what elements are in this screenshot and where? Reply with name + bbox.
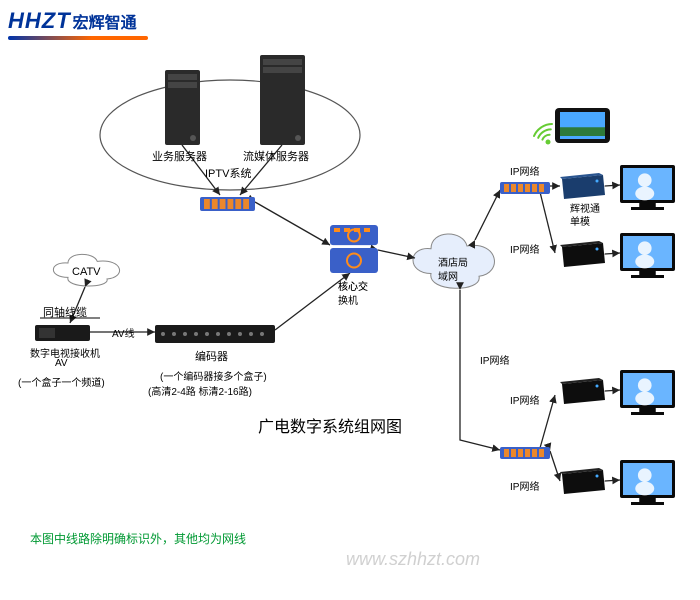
ipnet-label-d: IP网络 (510, 392, 539, 407)
media-server (260, 55, 305, 145)
avline-label: AV线 (112, 325, 135, 340)
business-server (165, 70, 200, 145)
ipnet-label-b: IP网络 (510, 241, 539, 256)
encoder-note1: (一个编码器接多个盒子) (160, 368, 267, 383)
tv-1 (620, 165, 675, 213)
encoder (155, 325, 275, 343)
stb-note-label: (一个盒子一个频道) (18, 374, 105, 389)
hotel-lan-label-a: 酒店局 (438, 254, 468, 269)
core-switch-label-a: 核心交 (338, 278, 368, 293)
ipnet-label-e: IP网络 (510, 478, 539, 493)
iptv-system-label: IPTV系统 (205, 165, 251, 181)
watermark: www.szhhzt.com (346, 549, 480, 570)
core-switch (330, 225, 378, 273)
huishitong-label-2: 单模 (570, 213, 590, 228)
hotel-lan-label-b: 域网 (438, 268, 458, 283)
tablet (555, 108, 610, 143)
iptv-switch (200, 195, 255, 213)
tv-2 (620, 233, 675, 281)
ipnet-label-c: IP网络 (480, 352, 509, 367)
media-server-label: 流媒体服务器 (243, 148, 309, 164)
tv-4 (620, 460, 675, 508)
settop-box-2 (558, 241, 607, 269)
settop-box-1 (558, 173, 607, 201)
diagram-footnote: 本图中线路除明确标识外，其他均为网线 (30, 530, 246, 547)
access-switch-top (500, 180, 550, 196)
access-switch-bottom (500, 445, 550, 461)
diagram-title: 广电数字系统组网图 (258, 413, 402, 437)
core-switch-label-b: 换机 (338, 292, 358, 307)
encoder-note2: (高清2-4路 标清2-16路) (148, 383, 252, 398)
digital-tv-receiver (35, 325, 90, 341)
coax-label: 同轴线缆 (43, 304, 87, 320)
settop-box-3 (558, 378, 607, 406)
tv-3 (620, 370, 675, 418)
stb-sub-label: AV (55, 358, 68, 369)
encoder-label: 编码器 (195, 348, 228, 364)
logo: HHZT宏辉智通 (8, 8, 148, 40)
catv-cloud-label: CATV (72, 266, 101, 278)
ipnet-label-a: IP网络 (510, 163, 539, 178)
settop-box-4 (558, 468, 607, 496)
biz-server-label: 业务服务器 (152, 148, 207, 164)
